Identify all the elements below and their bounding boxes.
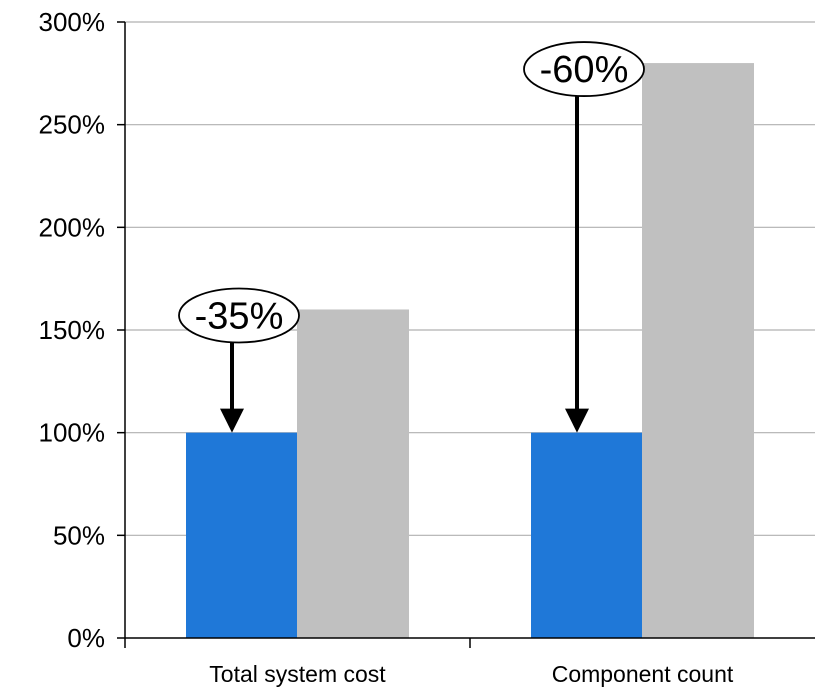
- bar-blue-1: [531, 432, 643, 638]
- x-category-label: Component count: [552, 661, 734, 687]
- x-category-labels: Total system cost Component count: [209, 661, 734, 687]
- annotation-callout: [178, 287, 300, 344]
- bar-blue-0: [186, 432, 298, 638]
- y-tick-label: 50%: [53, 520, 105, 550]
- y-tick-labels: 0% 50% 100% 150% 200% 250% 300%: [39, 7, 106, 653]
- bar-gray-0: [297, 309, 409, 638]
- bars: [186, 63, 754, 639]
- y-tick-label: 0%: [67, 623, 105, 653]
- y-tick-label: 300%: [39, 7, 106, 37]
- axes: [117, 21, 815, 648]
- annotation-label: -60%: [540, 49, 629, 91]
- bar-gray-1: [642, 63, 754, 639]
- y-tick-label: 150%: [39, 315, 106, 345]
- x-category-label: Total system cost: [209, 661, 386, 687]
- y-tick-label: 250%: [39, 110, 106, 140]
- annotation-label: -35%: [195, 295, 284, 337]
- annotation-callout: [523, 41, 645, 97]
- y-tick-label: 200%: [39, 212, 106, 242]
- y-tick-label: 100%: [39, 418, 106, 448]
- annotations: -35% -60%: [178, 41, 645, 433]
